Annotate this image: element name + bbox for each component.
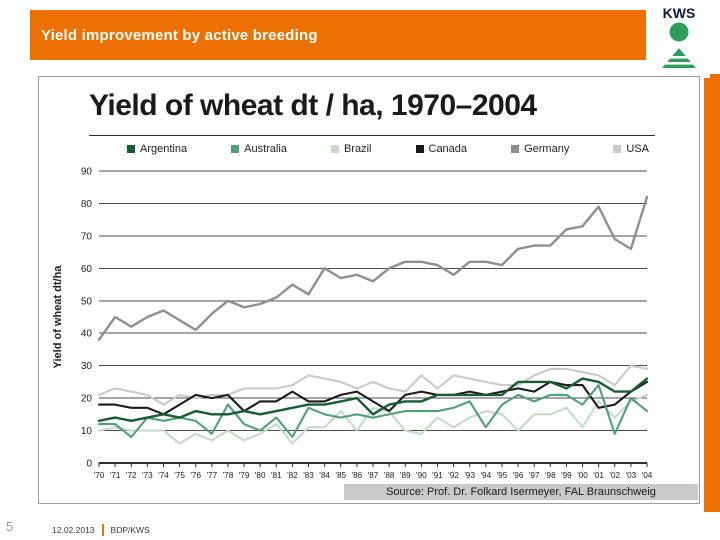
xtick-label: '96 xyxy=(513,471,524,480)
ytick-label: 10 xyxy=(81,426,93,437)
legend-item: Canada xyxy=(415,143,468,155)
series-line-brazil xyxy=(97,393,649,445)
legend-label: Argentina xyxy=(140,143,188,155)
xtick-label: '81 xyxy=(271,471,282,480)
xtick-label: '86 xyxy=(352,471,363,480)
xtick-label: '84 xyxy=(319,471,330,480)
xtick-label: '92 xyxy=(448,471,459,480)
page-number: 5 xyxy=(6,519,14,534)
kws-logo-text: KWS xyxy=(663,5,696,21)
xtick-label: '83 xyxy=(303,471,314,480)
ytick-label: 90 xyxy=(81,167,93,178)
xtick-label: '04 xyxy=(642,471,653,480)
xtick-label: '72 xyxy=(126,471,137,480)
chart-panel: Yield of wheat dt / ha, 1970–2004 Argent… xyxy=(38,76,700,504)
xtick-label: '88 xyxy=(384,471,395,480)
xtick-label: '94 xyxy=(480,471,491,480)
ytick-label: 50 xyxy=(81,296,93,307)
xtick-label: '74 xyxy=(158,471,169,480)
chart-title: Yield of wheat dt / ha, 1970–2004 xyxy=(89,89,537,122)
legend-label: Brazil xyxy=(343,143,372,155)
footer: 12.02.2013 BDP/KWS xyxy=(52,524,150,536)
legend-label: USA xyxy=(626,143,649,155)
plot-area: 0 10 20 30 40 50 60 70 80 90 '70 '71 '72 '73 '74 '75 '76… xyxy=(47,163,693,485)
wheat-yield-chart: 0 10 20 30 40 50 60 70 80 90 '70 '71 '72 '73 '74 '75 '76… xyxy=(81,167,653,481)
series-line-germany xyxy=(97,195,649,341)
xtick-label: '01 xyxy=(593,471,604,480)
title-divider xyxy=(89,135,655,136)
xtick-label: '99 xyxy=(561,471,572,480)
series-line-australia xyxy=(97,384,649,439)
legend-swatch xyxy=(330,145,339,153)
legend-swatch xyxy=(511,145,520,153)
legend-item: USA xyxy=(613,143,649,155)
xtick-label: '93 xyxy=(464,471,475,480)
ytick-label: 70 xyxy=(81,231,93,242)
xtick-label: '70 xyxy=(94,471,105,480)
ytick-label: 20 xyxy=(81,394,93,405)
xtick-label: '95 xyxy=(497,471,508,480)
legend-item: Australia xyxy=(231,143,287,155)
header-bar: Yield improvement by active breeding xyxy=(30,10,646,60)
xtick-label: '77 xyxy=(206,471,217,480)
ytick-label: 80 xyxy=(81,199,93,210)
legend-swatch xyxy=(127,145,135,153)
legend-label: Canada xyxy=(428,143,468,155)
legend-item: Argentina xyxy=(127,143,187,155)
legend-swatch xyxy=(613,145,622,153)
kws-logo-triangle-icon xyxy=(662,48,696,68)
kws-logo: KWS xyxy=(662,5,696,68)
xtick-label: '76 xyxy=(190,471,201,480)
ytick-label: 0 xyxy=(86,459,92,470)
footer-date: 12.02.2013 xyxy=(52,525,95,535)
legend-label: Germany xyxy=(524,143,570,155)
xtick-label: '02 xyxy=(609,471,620,480)
xtick-label: '73 xyxy=(142,471,153,480)
accent-side-bar xyxy=(704,74,720,512)
xtick-label: '90 xyxy=(416,471,427,480)
xtick-label: '98 xyxy=(545,471,556,480)
legend-item: Brazil xyxy=(330,143,372,155)
xtick-label: '89 xyxy=(400,471,411,480)
series-line-argentina xyxy=(97,377,649,422)
xtick-label: '71 xyxy=(110,471,121,480)
legend-item: Germany xyxy=(511,143,569,155)
xtick-label: '82 xyxy=(287,471,298,480)
footer-department: BDP/KWS xyxy=(110,525,150,535)
footer-divider xyxy=(101,524,104,536)
xtick-label: '78 xyxy=(223,471,234,480)
legend-label: Australia xyxy=(244,143,287,155)
ytick-label: 40 xyxy=(81,329,93,340)
legend-swatch xyxy=(415,145,424,153)
xtick-label: '80 xyxy=(255,471,266,480)
ytick-label: 30 xyxy=(81,361,93,372)
legend-swatch xyxy=(231,145,240,153)
ytick-label: 60 xyxy=(81,264,93,275)
kws-logo-circle-icon xyxy=(669,22,689,42)
source-attribution: Source: Prof. Dr. Folkard Isermeyer, FAL… xyxy=(344,484,698,500)
xtick-label: '79 xyxy=(239,471,250,480)
chart-legend: Argentina Australia Brazil Canada Germany USA xyxy=(127,143,649,155)
logo-box: KWS xyxy=(648,0,710,78)
xtick-label: '97 xyxy=(529,471,540,480)
xtick-label: '03 xyxy=(626,471,637,480)
slide-title: Yield improvement by active breeding xyxy=(41,26,318,44)
xtick-label: '85 xyxy=(335,471,346,480)
xtick-label: '91 xyxy=(432,471,443,480)
xtick-label: '87 xyxy=(368,471,379,480)
xtick-label: '00 xyxy=(577,471,588,480)
xtick-label: '75 xyxy=(174,471,185,480)
